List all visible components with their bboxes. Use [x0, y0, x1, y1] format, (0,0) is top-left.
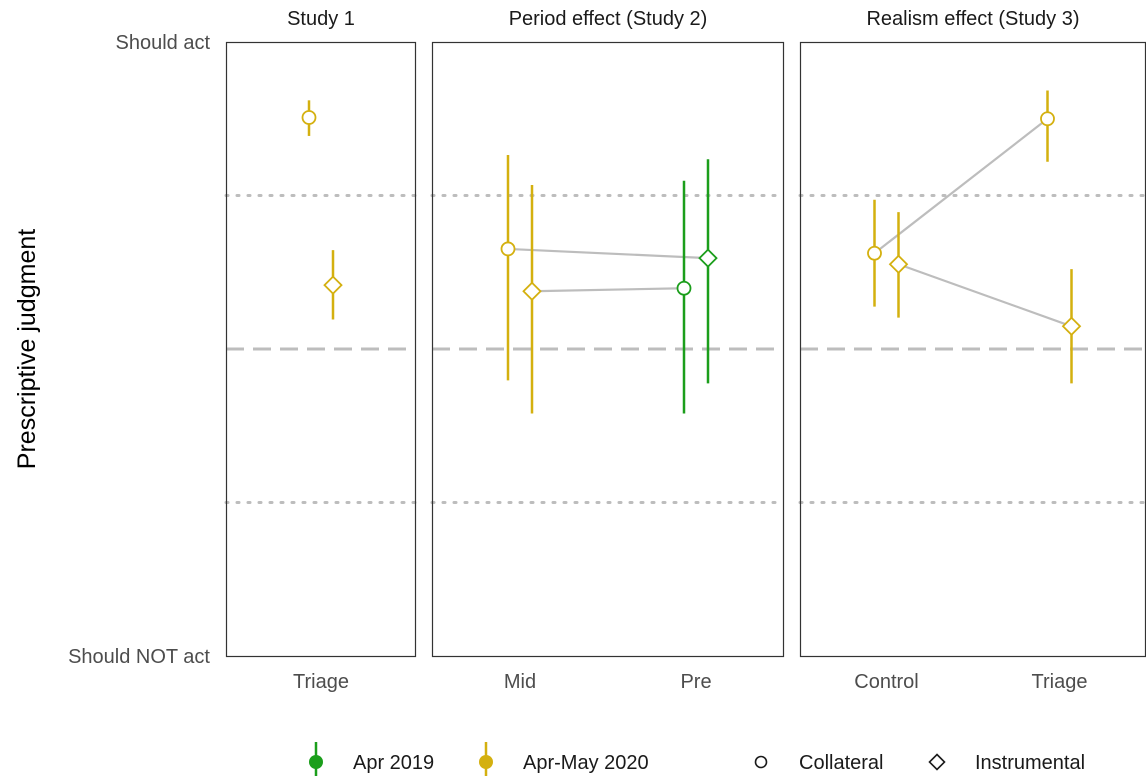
- connector-line: [898, 263, 1072, 328]
- connector-line: [507, 247, 709, 260]
- legend-period-dot: [309, 755, 323, 769]
- reference-lines: [224, 194, 1146, 504]
- panel-title: Period effect (Study 2): [509, 8, 708, 30]
- instrumental-point: [698, 248, 718, 268]
- connector-line: [531, 287, 685, 293]
- collateral-point: [500, 241, 516, 257]
- panel-frame: [225, 41, 417, 658]
- collateral-point: [867, 245, 882, 261]
- y-axis-title: Prescriptive judgment: [13, 229, 41, 469]
- legend-period-dot: [479, 755, 493, 769]
- collateral-point: [676, 280, 692, 296]
- collateral-point: [1040, 111, 1055, 127]
- collateral-point: [301, 110, 317, 125]
- panel-frame: [431, 41, 785, 658]
- x-tick-label: Pre: [680, 671, 711, 693]
- y-tick-label-bottom: Should NOT act: [68, 646, 210, 668]
- panel-title: Realism effect (Study 3): [866, 8, 1079, 30]
- legend-collateral-symbol: [754, 755, 768, 769]
- y-tick-label-top: Should act: [115, 32, 210, 54]
- legend-period-label: Apr-May 2020: [523, 752, 649, 774]
- legend-period-label: Apr 2019: [353, 752, 434, 774]
- instrumental-point: [323, 275, 343, 295]
- legend: Apr 2019 Apr-May 2020 Collateral Instrument…: [309, 742, 1085, 776]
- chart-labels: Should act Should NOT act Prescriptive j…: [13, 8, 1087, 693]
- connector-line: [873, 117, 1049, 255]
- legend-type-label: Instrumental: [975, 752, 1085, 774]
- panel-title: Study 1: [287, 8, 355, 30]
- instrumental-point: [888, 254, 909, 275]
- instrumental-point: [522, 281, 542, 302]
- legend-instrumental-symbol: [928, 753, 946, 771]
- legend-type-label: Collateral: [799, 752, 883, 774]
- connector-lines: [507, 117, 1072, 328]
- x-tick-label: Mid: [504, 671, 536, 693]
- x-tick-label: Triage: [293, 671, 349, 693]
- x-tick-label: Triage: [1032, 671, 1088, 693]
- instrumental-point: [1061, 316, 1082, 337]
- x-tick-label: Control: [854, 671, 918, 693]
- chart-marks: [301, 90, 1082, 414]
